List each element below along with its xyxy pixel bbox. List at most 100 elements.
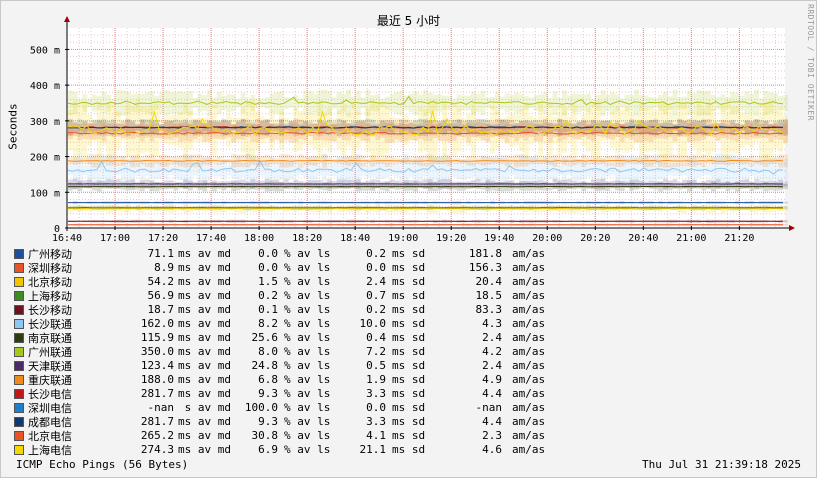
legend-loss: 6.8 — [258, 373, 278, 386]
smoke-band — [346, 89, 352, 117]
smoke-band — [523, 102, 529, 158]
smoke-band — [418, 94, 424, 112]
smoke-band — [735, 92, 740, 114]
smoke-band — [283, 97, 289, 109]
smoke-band — [413, 159, 419, 182]
legend-series-name: 上海移动 — [28, 290, 72, 303]
smoke-band — [658, 94, 664, 112]
smoke-band — [562, 90, 568, 116]
legend-swatch — [14, 445, 24, 455]
smoke-band — [600, 158, 606, 182]
smoke-band — [783, 223, 788, 226]
smoke-band — [735, 156, 740, 184]
smoke-band — [351, 101, 356, 159]
smoke-band — [245, 98, 251, 108]
smoke-band — [538, 94, 544, 112]
smoke-band — [135, 99, 140, 161]
smoke-band — [115, 111, 121, 149]
smoke-band — [663, 101, 668, 159]
smoke-band — [783, 159, 788, 182]
chart-title: 最近 5 小时 — [376, 14, 441, 28]
smoke-band — [485, 119, 491, 141]
smoke-band — [552, 158, 558, 182]
smoke-band — [490, 157, 496, 184]
smoke-band — [68, 127, 73, 140]
smoke-band — [754, 118, 759, 142]
legend-sd: 0.4 — [366, 331, 386, 344]
legend-sd-unit: ms sd — [392, 317, 426, 330]
legend-amas: 156.3 — [468, 261, 502, 274]
x-axis-arrow — [789, 225, 795, 231]
smoke-band — [111, 154, 116, 187]
legend-series-name: 长沙电信 — [28, 388, 72, 401]
series-line — [67, 109, 784, 136]
smoke-band — [101, 92, 107, 114]
smoke-band — [365, 162, 371, 178]
smoke-band — [696, 90, 702, 116]
legend-avg-unit: ms av md — [178, 303, 231, 316]
smoke-band — [125, 91, 131, 115]
smoke-band — [221, 160, 227, 180]
smoke-band — [735, 106, 740, 154]
smoke-band — [687, 158, 692, 183]
legend-series-name: 北京移动 — [28, 276, 72, 289]
smoke-band — [240, 163, 246, 178]
smoke-band — [567, 95, 572, 111]
legend-amas-unit: am/as — [512, 289, 546, 302]
smoke-band — [375, 160, 380, 180]
series-line — [67, 159, 784, 162]
legend-swatch — [14, 319, 24, 329]
smoke-band — [581, 160, 587, 180]
smoke-band — [187, 155, 193, 185]
smoke-band — [154, 103, 160, 157]
smoke-band — [456, 108, 462, 152]
legend-amas-unit: am/as — [512, 443, 546, 456]
smoke-band — [648, 97, 654, 109]
legend-avg: 265.2 — [140, 429, 174, 442]
x-tick-label: 19:40 — [484, 233, 514, 244]
smoke-band — [283, 161, 289, 179]
smoke-band — [187, 110, 193, 150]
smoke-band — [639, 103, 644, 157]
smoke-band — [629, 154, 635, 186]
smoke-band — [475, 160, 481, 180]
legend-amas: 2.3 — [482, 429, 502, 442]
legend-loss-unit: % av ls — [284, 331, 331, 344]
smoke-band — [322, 89, 328, 117]
legend-avg: 115.9 — [140, 331, 174, 344]
legend-amas: 20.4 — [475, 275, 503, 288]
legend-amas-unit: am/as — [512, 373, 546, 386]
legend-swatch — [14, 375, 24, 385]
x-tick-label: 18:40 — [340, 233, 370, 244]
legend-avg: 188.0 — [140, 373, 174, 386]
footer-timestamp: Thu Jul 31 21:39:18 2025 — [642, 458, 801, 471]
legend-sd-unit: ms sd — [392, 415, 426, 428]
smoke-band — [615, 106, 620, 154]
legend-avg-unit: ms av md — [178, 443, 231, 456]
smoke-band — [475, 119, 481, 141]
smoke-band — [514, 92, 520, 114]
smoke-band — [783, 123, 788, 143]
smoke-band — [437, 156, 443, 184]
rrdtool-watermark: RRDTOOL / TOBI OETIKER — [806, 4, 815, 121]
legend-series-name: 南京联通 — [28, 332, 72, 345]
smoke-band — [274, 119, 280, 141]
smoke-band — [360, 119, 366, 141]
smoke-band — [384, 106, 390, 154]
smoke-band — [581, 113, 587, 147]
smoke-band — [677, 164, 683, 177]
legend-loss: 30.8 — [251, 429, 279, 442]
smoke-band — [783, 115, 788, 145]
smoke-band — [523, 157, 529, 184]
smoke-band — [471, 91, 476, 115]
smoke-band — [543, 155, 548, 185]
smoke-band — [341, 156, 347, 184]
smoke-band — [331, 97, 337, 109]
legend-amas-unit: am/as — [512, 387, 546, 400]
smoke-band — [312, 126, 318, 141]
smoke-band — [226, 113, 232, 147]
smoke-band — [715, 120, 721, 140]
legend-loss: 24.8 — [251, 359, 279, 372]
legend-amas: 18.5 — [475, 289, 503, 302]
smoke-band — [667, 164, 673, 176]
